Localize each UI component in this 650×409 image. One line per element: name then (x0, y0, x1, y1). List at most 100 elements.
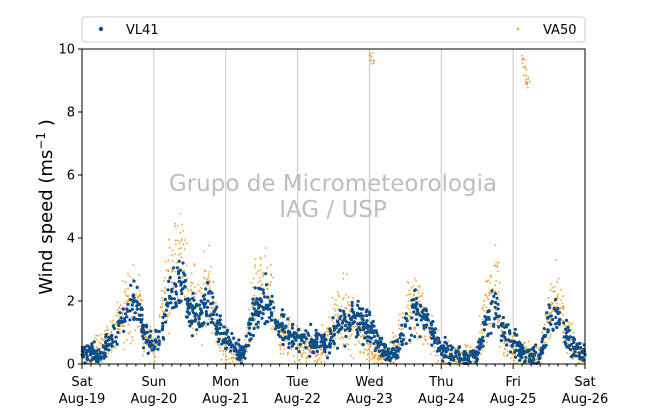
va50-point (348, 310, 351, 312)
va50-point (261, 298, 264, 300)
vl41-point (118, 321, 122, 325)
vl41-point (157, 339, 161, 343)
vl41-point (385, 353, 389, 357)
vl41-point (414, 312, 418, 316)
va50-point (498, 345, 501, 348)
vl41-point (328, 329, 333, 333)
va50-point (208, 271, 211, 273)
vl41-point (135, 317, 139, 321)
vl41-point (257, 304, 261, 308)
vl41-point (408, 338, 412, 342)
vl41-point (370, 336, 374, 340)
vl41-point (419, 318, 423, 322)
va50-point (153, 350, 155, 353)
va50-point (309, 351, 312, 354)
vl41-point (294, 338, 298, 342)
va50-point (199, 290, 201, 292)
va50-point (472, 360, 474, 363)
va50-point (416, 338, 419, 340)
vl41-point (315, 349, 319, 353)
va50-point (168, 238, 170, 241)
vl41-point (141, 328, 146, 332)
vl41-point (269, 311, 274, 315)
va50-point (399, 343, 401, 346)
va50-point (503, 342, 506, 344)
va50-point (224, 344, 227, 346)
va50-point (114, 346, 117, 349)
vl41-point (218, 326, 222, 330)
vl41-point (273, 321, 278, 325)
va50-point (359, 331, 362, 334)
va50-point (136, 296, 139, 298)
va50-point (126, 339, 128, 341)
va50-point (185, 264, 188, 267)
va50-point (489, 276, 492, 278)
va50-point (506, 350, 509, 353)
vl41-point (114, 340, 118, 344)
vl41-point (119, 316, 123, 320)
va50-point (424, 335, 426, 338)
va50-point (119, 332, 122, 334)
va50-point (361, 335, 363, 337)
vl41-point (508, 350, 513, 354)
va50-point (204, 277, 206, 280)
va50-point (207, 276, 210, 279)
vl41-point (162, 337, 166, 341)
vl41-point (286, 317, 290, 321)
vl41-point (188, 305, 192, 309)
va50-point (247, 330, 250, 332)
va50-point (228, 357, 231, 360)
va50-point (342, 277, 345, 280)
vl41-point (361, 317, 365, 321)
vl41-point (273, 327, 277, 331)
vl41-point (365, 339, 370, 343)
va50-point (571, 328, 573, 331)
va50-point (398, 352, 401, 354)
vl41-point (220, 342, 224, 346)
va50-point (354, 325, 357, 327)
va50-point (556, 297, 559, 299)
va50-point (571, 358, 574, 360)
vl41-point (188, 302, 192, 306)
vl41-point (221, 331, 225, 336)
va50-point (437, 359, 440, 362)
vl41-point (210, 317, 214, 321)
va50-point (215, 340, 218, 343)
vl41-point (493, 292, 497, 296)
vl41-point (281, 328, 285, 333)
vl41-point (260, 305, 264, 309)
vl41-point (270, 318, 274, 322)
vl41-point (493, 316, 497, 320)
va50-point (138, 273, 140, 276)
vl41-point (457, 353, 461, 357)
vl41-point (361, 314, 365, 318)
vl41-point (421, 315, 425, 319)
va50-point (163, 287, 166, 289)
vl41-point (251, 301, 255, 305)
vl41-point (177, 276, 181, 280)
vl41-point (91, 356, 95, 360)
va50-point (549, 336, 552, 338)
vl41-point (251, 313, 255, 317)
vl41-point (281, 314, 286, 319)
va50-point (124, 302, 126, 304)
va50-point (110, 351, 113, 353)
va50-point (333, 307, 336, 310)
va50-point (480, 329, 483, 332)
vl41-point (398, 336, 402, 340)
vl41-point (134, 299, 138, 303)
vl41-point (336, 330, 340, 334)
va50-point (203, 269, 206, 272)
vl41-point (139, 320, 143, 324)
va50-point (282, 352, 285, 355)
va50-point (402, 341, 405, 343)
vl41-point (300, 338, 304, 342)
vl41-point (315, 336, 319, 340)
va50-point (393, 362, 396, 364)
va50-point (197, 283, 200, 286)
vl41-point (368, 313, 372, 317)
vl41-point (564, 331, 568, 335)
va50-point (362, 334, 365, 337)
vl41-point (183, 273, 187, 277)
va50-point (110, 348, 113, 351)
